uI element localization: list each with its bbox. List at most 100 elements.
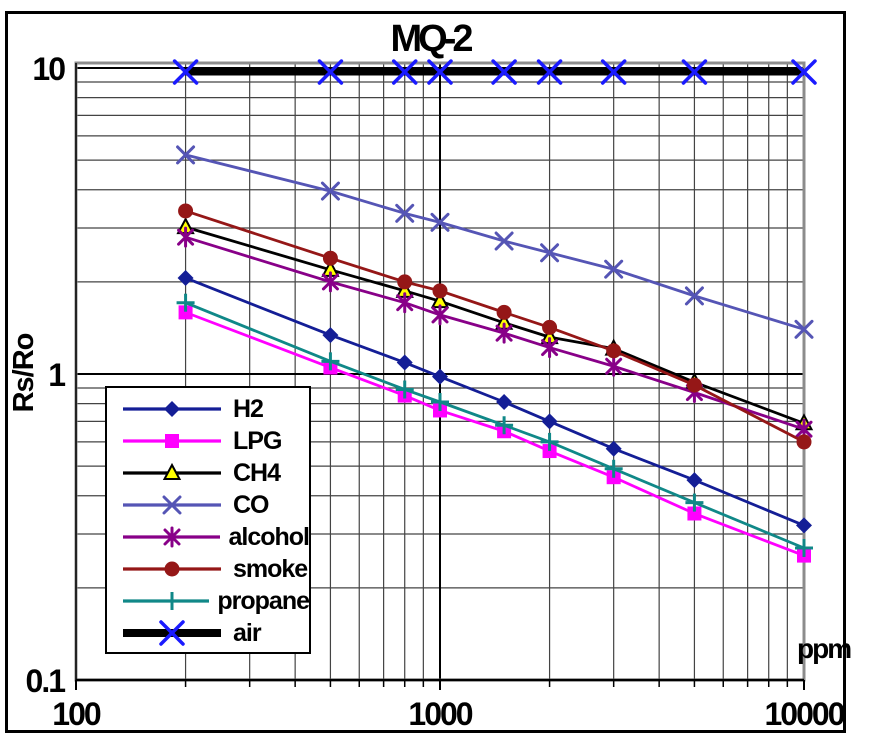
x-bold-marker-icon	[600, 59, 627, 85]
circle-marker-icon	[432, 283, 448, 299]
diamond-marker-icon	[396, 354, 413, 371]
asterisk-marker-icon	[431, 304, 449, 326]
x-tick-label-1000: 1000	[408, 696, 473, 732]
legend-item-LPG: LPG	[119, 425, 309, 457]
circle-marker-icon	[796, 434, 812, 450]
x-bold-marker-icon	[391, 59, 418, 85]
figure-border	[5, 11, 846, 733]
x-marker-icon	[320, 181, 340, 201]
legend-label-propane: propane	[217, 586, 310, 615]
plus-marker-icon	[604, 459, 623, 478]
plus-marker-icon	[163, 592, 181, 610]
x-bold-marker-icon	[159, 620, 185, 646]
diamond-marker-icon	[796, 517, 812, 534]
legend-item-air: air	[119, 617, 309, 649]
x-marker-icon	[494, 231, 514, 251]
x-bold-marker-icon	[536, 59, 563, 85]
series-H2	[177, 269, 812, 534]
legend-label-CO: CO	[233, 490, 269, 519]
asterisk-marker-icon	[605, 355, 623, 377]
series-CO	[176, 145, 814, 339]
plus-marker-icon	[495, 416, 514, 435]
diamond-marker-icon	[496, 394, 513, 411]
square-marker-icon	[178, 305, 193, 320]
circle-marker-icon	[397, 274, 413, 290]
circle-marker-icon	[496, 304, 512, 320]
circle-marker-icon	[686, 377, 702, 393]
y-tick-label-1: 1	[48, 357, 66, 393]
asterisk-marker-icon	[541, 337, 559, 359]
circle-marker-icon	[322, 250, 338, 266]
series-smoke	[178, 203, 812, 450]
plus-marker-icon	[795, 539, 813, 558]
circle-marker-icon	[178, 203, 194, 219]
y-tick-label-0.1: 0.1	[25, 663, 66, 699]
series-alcohol	[177, 226, 813, 440]
legend-swatch-CO	[123, 495, 221, 515]
x-axis-ticks	[75, 680, 805, 690]
square-marker-icon	[542, 444, 557, 459]
x-axis-unit-label: ppm	[797, 633, 852, 664]
square-marker-icon	[687, 506, 702, 521]
plus-marker-icon	[540, 432, 559, 451]
diamond-marker-icon	[686, 472, 703, 489]
asterisk-marker-icon	[163, 526, 181, 548]
x-bold-marker-icon	[681, 59, 708, 85]
x-bold-marker-icon	[427, 59, 453, 85]
x-bold-marker-icon	[791, 59, 817, 85]
square-marker-icon	[165, 434, 179, 448]
chart-title: MQ-2	[390, 18, 474, 60]
series-propane	[176, 293, 813, 558]
legend-item-propane: propane	[119, 585, 310, 617]
diamond-marker-icon	[432, 368, 448, 385]
legend-swatch-smoke	[123, 561, 221, 577]
legend-item-CO: CO	[119, 489, 309, 521]
x-marker-icon	[395, 203, 415, 223]
legend-box: H2 LPG CH4 CO alcohol smoke propane air	[105, 386, 311, 654]
asterisk-marker-icon	[495, 322, 513, 344]
legend-swatch-CH4	[123, 462, 221, 480]
triangle-marker-icon	[162, 462, 182, 480]
plus-marker-icon	[431, 393, 449, 412]
legend-swatch-air	[123, 620, 221, 646]
x-marker-icon	[604, 259, 624, 279]
x-marker-icon	[430, 212, 450, 232]
diamond-marker-icon	[541, 413, 558, 430]
x-tick-label-100: 100	[52, 696, 101, 732]
legend-label-H2: H2	[233, 394, 264, 423]
legend-swatch-LPG	[123, 434, 221, 448]
legend-label-LPG: LPG	[233, 426, 282, 455]
asterisk-marker-icon	[177, 226, 195, 248]
legend-item-smoke: smoke	[119, 553, 309, 585]
plus-marker-icon	[176, 293, 195, 312]
x-tick-label-10000: 10000	[764, 696, 846, 732]
legend-swatch-alcohol	[123, 526, 221, 548]
y-tick-label-10: 10	[32, 51, 66, 87]
legend-item-CH4: CH4	[119, 457, 309, 489]
x-marker-icon	[794, 319, 814, 339]
diamond-marker-icon	[164, 401, 180, 417]
diamond-marker-icon	[177, 269, 194, 286]
legend-swatch-propane	[123, 592, 210, 610]
asterisk-marker-icon	[396, 292, 414, 314]
series-air	[172, 59, 817, 85]
legend-swatch-H2	[123, 401, 221, 417]
x-bold-marker-icon	[317, 59, 344, 85]
legend-label-smoke: smoke	[233, 554, 308, 583]
legend-label-alcohol: alcohol	[228, 522, 310, 551]
circle-marker-icon	[164, 561, 180, 577]
plus-marker-icon	[321, 352, 340, 371]
legend-label-CH4: CH4	[233, 458, 281, 487]
diamond-marker-icon	[322, 327, 339, 344]
circle-marker-icon	[542, 319, 558, 335]
x-marker-icon	[684, 286, 704, 306]
legend-item-H2: H2	[119, 393, 309, 425]
plus-marker-icon	[395, 380, 414, 399]
x-marker-icon	[540, 243, 560, 263]
x-marker-icon	[162, 495, 182, 515]
x-bold-marker-icon	[172, 59, 199, 85]
legend-label-air: air	[233, 618, 262, 647]
x-bold-marker-icon	[491, 59, 517, 85]
